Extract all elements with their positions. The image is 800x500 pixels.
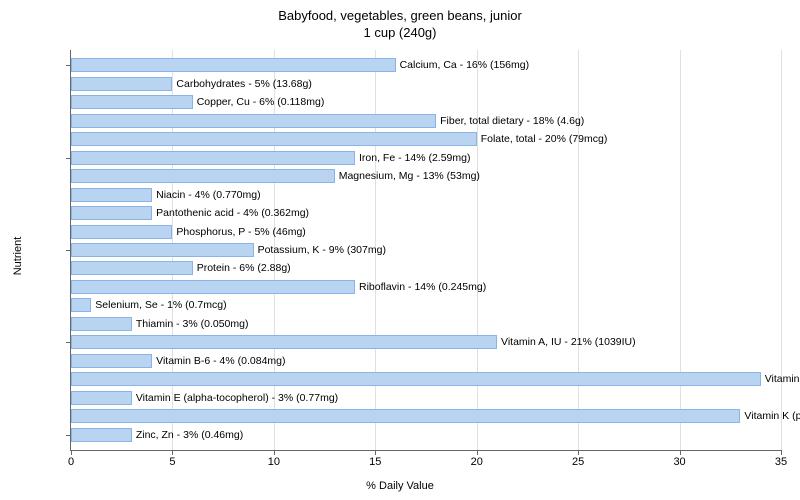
bar: [71, 243, 254, 257]
bar: [71, 169, 335, 183]
bar-label: Iron, Fe - 14% (2.59mg): [359, 151, 470, 165]
xtick-label: 20: [471, 456, 483, 468]
bar-label: Pantothenic acid - 4% (0.362mg): [156, 206, 309, 220]
bar: [71, 280, 355, 294]
bar: [71, 95, 193, 109]
bar-label: Magnesium, Mg - 13% (53mg): [339, 169, 480, 183]
bar: [71, 261, 193, 275]
bar-label: Protein - 6% (2.88g): [197, 261, 291, 275]
ytick-mark: [66, 158, 71, 159]
xtick-mark: [680, 450, 681, 455]
bar-label: Vitamin K (phylloquinone) - 33% (26.6mcg…: [744, 409, 800, 423]
ytick-mark: [66, 435, 71, 436]
bar: [71, 354, 152, 368]
bar-label: Vitamin C, total ascorbic acid - 34% (20…: [765, 372, 800, 386]
chart-title: Babyfood, vegetables, green beans, junio…: [0, 0, 800, 42]
xtick-mark: [578, 450, 579, 455]
xtick-mark: [477, 450, 478, 455]
bar: [71, 428, 132, 442]
xtick-label: 30: [673, 456, 685, 468]
bar-label: Folate, total - 20% (79mcg): [481, 132, 608, 146]
plot-area: 05101520253035Calcium, Ca - 16% (156mg)C…: [70, 50, 781, 451]
bar: [71, 58, 396, 72]
bar: [71, 317, 132, 331]
bar-label: Thiamin - 3% (0.050mg): [136, 317, 249, 331]
x-axis-label: % Daily Value: [366, 480, 434, 492]
bar: [71, 372, 761, 386]
title-line1: Babyfood, vegetables, green beans, junio…: [278, 8, 522, 23]
xtick-mark: [274, 450, 275, 455]
gridline: [680, 50, 681, 450]
bar-label: Carbohydrates - 5% (13.68g): [176, 77, 311, 91]
title-line2: 1 cup (240g): [364, 25, 437, 40]
xtick-label: 0: [68, 456, 74, 468]
bar-label: Vitamin A, IU - 21% (1039IU): [501, 335, 636, 349]
xtick-mark: [71, 450, 72, 455]
bar: [71, 335, 497, 349]
bar-label: Fiber, total dietary - 18% (4.6g): [440, 114, 584, 128]
bar: [71, 188, 152, 202]
bar: [71, 206, 152, 220]
xtick-mark: [375, 450, 376, 455]
bar: [71, 225, 172, 239]
bar: [71, 132, 477, 146]
gridline: [578, 50, 579, 450]
gridline: [781, 50, 782, 450]
ytick-mark: [66, 65, 71, 66]
xtick-mark: [781, 450, 782, 455]
bar-label: Potassium, K - 9% (307mg): [258, 243, 386, 257]
xtick-mark: [172, 450, 173, 455]
xtick-label: 25: [572, 456, 584, 468]
bar-label: Zinc, Zn - 3% (0.46mg): [136, 428, 243, 442]
bar-label: Calcium, Ca - 16% (156mg): [400, 58, 530, 72]
gridline: [477, 50, 478, 450]
bar: [71, 114, 436, 128]
y-axis-label: Nutrient: [12, 237, 24, 276]
xtick-label: 10: [268, 456, 280, 468]
bar: [71, 298, 91, 312]
bar: [71, 77, 172, 91]
bar-label: Vitamin E (alpha-tocopherol) - 3% (0.77m…: [136, 391, 338, 405]
chart-container: Babyfood, vegetables, green beans, junio…: [0, 0, 800, 500]
bar: [71, 409, 740, 423]
xtick-label: 15: [369, 456, 381, 468]
bar-label: Phosphorus, P - 5% (46mg): [176, 225, 305, 239]
xtick-label: 35: [775, 456, 787, 468]
bar-label: Copper, Cu - 6% (0.118mg): [197, 95, 325, 109]
ytick-mark: [66, 250, 71, 251]
bar-label: Niacin - 4% (0.770mg): [156, 188, 260, 202]
bar-label: Selenium, Se - 1% (0.7mcg): [95, 298, 226, 312]
bar-label: Vitamin B-6 - 4% (0.084mg): [156, 354, 285, 368]
xtick-label: 5: [169, 456, 175, 468]
bar: [71, 391, 132, 405]
bar-label: Riboflavin - 14% (0.245mg): [359, 280, 486, 294]
bar: [71, 151, 355, 165]
ytick-mark: [66, 342, 71, 343]
